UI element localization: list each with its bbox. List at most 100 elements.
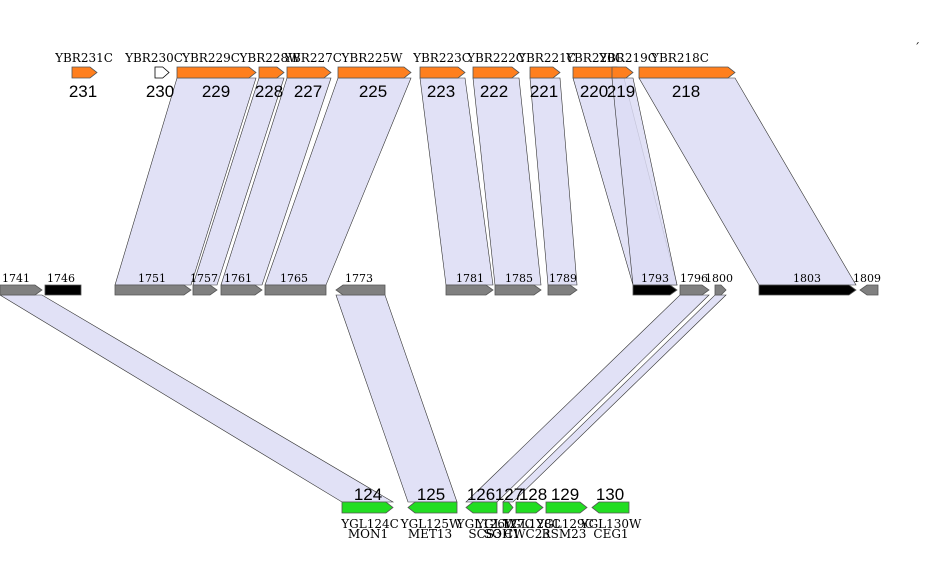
gene-t231[interactable] <box>71 66 98 79</box>
gene-name-label: YBR221C <box>517 51 576 65</box>
gene-t222[interactable] <box>472 66 520 79</box>
gene-number-label: 230 <box>146 82 174 101</box>
gene-name-label: YBR225W <box>340 51 403 65</box>
gene-number-label: 1757 <box>190 272 218 285</box>
gene-b125[interactable] <box>407 501 458 514</box>
gene-name-label: YBR230C <box>124 51 183 65</box>
gene-number-label: 1751 <box>138 272 166 285</box>
gene-tracks <box>0 66 879 514</box>
gene-number-label: 223 <box>427 82 455 101</box>
gene-name-label: YBR220C <box>565 51 624 65</box>
gene-name-label: YBR229C <box>181 51 240 65</box>
gene-t225[interactable] <box>337 66 412 79</box>
gene-m1796[interactable] <box>679 284 710 296</box>
gene-number-label: 1741 <box>2 272 30 285</box>
gene-t223[interactable] <box>419 66 466 79</box>
gene-number-label: 231 <box>69 82 97 101</box>
gene-b127[interactable] <box>502 501 514 514</box>
gene-b130[interactable] <box>591 501 630 514</box>
gene-number-label: 1793 <box>641 272 669 285</box>
gene-alias-label: MON1 <box>348 527 388 541</box>
gene-alias-label: SOH1 <box>484 527 520 541</box>
gene-number-label: 228 <box>255 82 283 101</box>
gene-number-label: 1746 <box>47 272 75 285</box>
gene-m1781[interactable] <box>445 284 494 296</box>
gene-name-label: YBR219C <box>598 51 657 65</box>
gene-m1800[interactable] <box>714 284 727 296</box>
gene-number-label: 129 <box>551 485 579 504</box>
gene-number-label: 1809 <box>853 272 881 285</box>
gene-name-label: YGL127C <box>475 517 534 531</box>
gene-name-label: YBR222C <box>466 51 525 65</box>
gene-number-label: 1773 <box>345 272 373 285</box>
gene-number-label: 218 <box>672 82 700 101</box>
gene-t221[interactable] <box>529 66 561 79</box>
gene-t218[interactable] <box>638 66 736 79</box>
gene-number-label: 1765 <box>280 272 308 285</box>
gene-name-label: YGL129C <box>535 517 594 531</box>
gene-number-label: 1789 <box>549 272 577 285</box>
gene-number-label: 219 <box>607 82 635 101</box>
gene-number-label: 1796 <box>680 272 708 285</box>
gene-b126[interactable] <box>465 501 498 514</box>
gene-t230[interactable] <box>154 66 170 79</box>
gene-m1785[interactable] <box>494 284 542 296</box>
gene-number-label: 227 <box>294 82 322 101</box>
gene-name-label: YGL124C <box>340 517 399 531</box>
gene-m1809[interactable] <box>859 284 879 296</box>
gene-m1773[interactable] <box>335 284 386 296</box>
gene-name-label: YGL126W <box>456 517 518 531</box>
gene-number-label: 1803 <box>793 272 821 285</box>
gene-t229[interactable] <box>176 66 257 79</box>
link-m1741-b124 <box>0 294 395 503</box>
gene-name-label: YGL128C <box>502 517 561 531</box>
link-m1773-b125 <box>335 294 458 503</box>
gene-alias-label: CWC23 <box>504 527 550 541</box>
gene-number-label: 1800 <box>705 272 733 285</box>
gene-m1757[interactable] <box>192 284 218 296</box>
gene-m1765[interactable] <box>264 284 327 296</box>
gene-number-label: 126 <box>467 485 495 504</box>
gene-m1741[interactable] <box>0 284 43 296</box>
gene-name-label: YGL130W <box>580 517 642 531</box>
corner-mark: ´ <box>914 41 920 55</box>
gene-m1751[interactable] <box>114 284 192 296</box>
gene-number-label: 225 <box>359 82 387 101</box>
gene-number-label: 124 <box>354 485 382 504</box>
gene-alias-label: CEG1 <box>593 527 628 541</box>
gene-b128[interactable] <box>515 501 544 514</box>
gene-number-label: 127 <box>495 485 523 504</box>
link-m1800-b127 <box>502 294 727 503</box>
gene-number-label: 220 <box>580 82 608 101</box>
gene-labels: YBR231C 231 YBR230C 230 YBR229C 229 YBR228W 228… <box>2 51 881 541</box>
gene-t227[interactable] <box>286 66 332 79</box>
gene-alias-label: MET13 <box>408 527 452 541</box>
gene-number-label: 128 <box>519 485 547 504</box>
gene-number-label: 221 <box>530 82 558 101</box>
gene-number-label: 222 <box>480 82 508 101</box>
gene-t228[interactable] <box>258 66 285 79</box>
link-m1796-b126 <box>465 294 710 503</box>
gene-name-label: YGL125W <box>400 517 462 531</box>
gene-m1789[interactable] <box>547 284 578 296</box>
gene-name-label: YBR231C <box>54 51 113 65</box>
gene-m1793[interactable] <box>632 284 678 296</box>
gene-b124[interactable] <box>341 501 394 514</box>
gene-name-label: YBR223C <box>412 51 471 65</box>
gene-name-label: YBR227C <box>283 51 342 65</box>
gene-m1803[interactable] <box>758 284 857 296</box>
gene-m1746[interactable] <box>44 284 82 296</box>
gene-number-label: 229 <box>202 82 230 101</box>
gene-number-label: 125 <box>417 485 445 504</box>
gene-t219[interactable] <box>611 66 634 79</box>
gene-b129[interactable] <box>545 501 588 514</box>
gene-name-label: YBR218C <box>650 51 709 65</box>
gene-number-label: 1781 <box>456 272 484 285</box>
gene-m1761[interactable] <box>220 284 263 296</box>
gene-alias-label: SCS3 <box>468 527 501 541</box>
gene-number-label: 130 <box>596 485 624 504</box>
gene-number-label: 1785 <box>505 272 533 285</box>
homology-links <box>0 77 857 503</box>
gene-number-label: 1761 <box>224 272 252 285</box>
